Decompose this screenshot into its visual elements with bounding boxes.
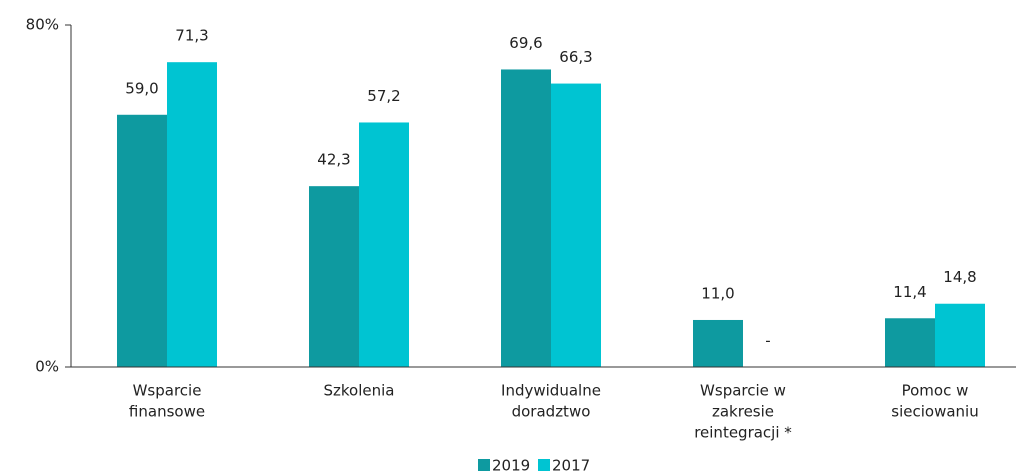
value-label: 59,0: [125, 79, 158, 97]
bar: [693, 319, 743, 367]
bar: [551, 83, 601, 367]
value-label: 69,6: [509, 34, 542, 52]
legend-label: 2019: [492, 457, 530, 475]
legend-swatch: [478, 459, 490, 471]
legend-label: 2017: [552, 457, 590, 475]
x-tick-label: zakresie: [712, 403, 774, 421]
x-tick-label: reintegracji *: [694, 424, 792, 442]
bar: [885, 318, 935, 367]
bar: [117, 114, 167, 368]
value-label: 14,8: [943, 268, 976, 286]
y-tick-label: 0%: [35, 358, 59, 376]
y-tick-label: 80%: [26, 16, 59, 34]
bar: [501, 69, 551, 368]
value-label: 11,4: [893, 283, 926, 301]
x-tick-label: Szkolenia: [324, 382, 395, 400]
x-tick-label: doradztwo: [512, 403, 591, 421]
x-tick-label: sieciowaniu: [891, 403, 978, 421]
x-tick-label: Wsparcie: [133, 382, 202, 400]
value-label: 66,3: [559, 48, 592, 66]
bar: [309, 186, 359, 367]
x-tick-label: finansowe: [129, 403, 205, 421]
value-label: 71,3: [175, 27, 208, 45]
value-label: 11,0: [701, 284, 734, 302]
x-tick-label: Indywidualne: [501, 382, 601, 400]
bar: [359, 122, 409, 367]
value-label: 42,3: [317, 151, 350, 169]
x-tick-label: Pomoc w: [902, 382, 969, 400]
value-label: -: [765, 332, 770, 350]
value-label: 57,2: [367, 87, 400, 105]
x-tick-label: Wsparcie w: [700, 382, 786, 400]
legend-swatch: [538, 459, 550, 471]
bar: [167, 62, 217, 367]
bar: [935, 303, 985, 367]
